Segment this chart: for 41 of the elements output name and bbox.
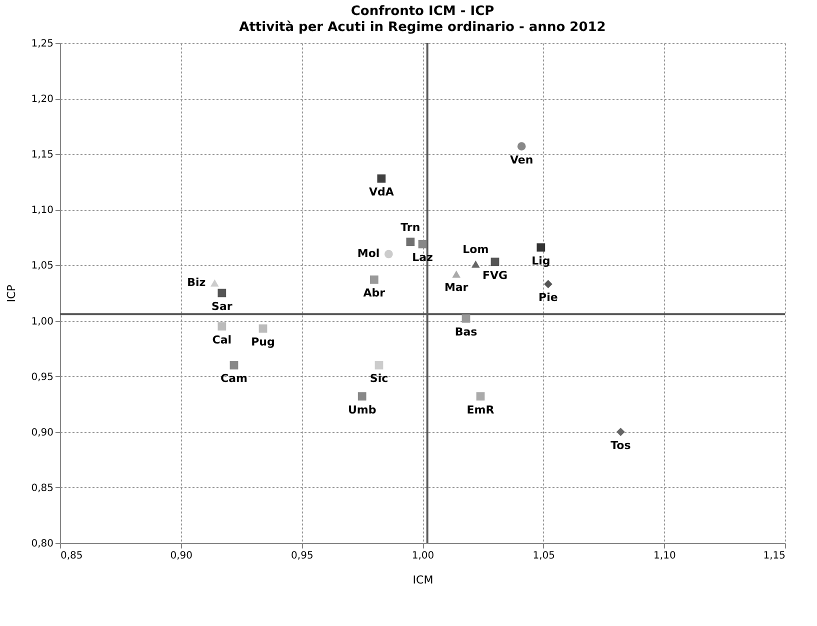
y-tick-label: 0,95 [31, 372, 54, 383]
series-label: Cam [220, 372, 248, 386]
y-tick-label: 1,05 [31, 260, 54, 272]
series-label: Pug [251, 336, 275, 349]
y-tick-label: 1,10 [31, 205, 54, 216]
y-axis-title: ICP [5, 284, 18, 302]
x-tick-label: 0,95 [291, 550, 314, 562]
x-tick-label: 1,00 [412, 550, 434, 562]
x-tick-label: 0,85 [60, 550, 83, 562]
y-tick-label: 0,90 [31, 427, 54, 438]
x-tick-label: 1,10 [654, 550, 676, 562]
chart-subtitle: Attività per Acuti in Regime ordinario - anno 2012 [239, 20, 606, 35]
series-label: Abr [363, 286, 386, 300]
y-tick-label: 1,25 [31, 38, 54, 50]
series-label: Bas [454, 326, 478, 339]
y-tick-label: 1,15 [31, 150, 54, 161]
series-label: EmR [466, 403, 495, 416]
x-tick-label: 0,90 [170, 550, 192, 562]
series-label: FVG [482, 268, 508, 282]
series-label: VdA [368, 186, 394, 199]
series-label: Mol [357, 247, 380, 260]
series-label: Sic [370, 372, 388, 386]
series-label: Lom [462, 243, 489, 256]
y-tick-label: 1,00 [31, 316, 54, 328]
series-label: Biz [187, 276, 206, 289]
x-axis-title: ICM [412, 574, 434, 586]
series-label: Lig [532, 254, 550, 268]
series-label: Trn [400, 220, 420, 234]
x-tick-label: 1,15 [763, 550, 786, 562]
y-tick-label: 0,80 [31, 538, 54, 550]
x-tick-label: 1,05 [532, 550, 555, 562]
series-label: Umb [348, 403, 376, 416]
series-label: Pie [538, 291, 558, 304]
series-label: Mar [444, 281, 469, 294]
series-label: Cal [212, 333, 232, 346]
y-tick-label: 1,20 [31, 94, 54, 106]
y-tick-label: 0,85 [31, 482, 54, 494]
chart-title: Confronto ICM - ICP [350, 4, 494, 19]
series-label: Ven [510, 153, 534, 166]
series-label: Sar [212, 300, 233, 313]
series-label: Tos [610, 438, 632, 452]
